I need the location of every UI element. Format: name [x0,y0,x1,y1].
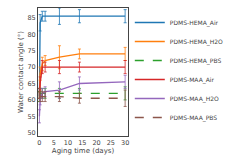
svg-text:5: 5 [52,139,56,147]
svg-text:60: 60 [27,96,35,104]
svg-text:Aging time (days): Aging time (days) [52,147,115,155]
svg-text:70: 70 [27,63,35,71]
svg-text:Water contact angle (°): Water contact angle (°) [17,31,25,113]
svg-text:65: 65 [27,80,35,88]
svg-text:50: 50 [27,129,35,137]
svg-text:PDMS-MAA_PBS: PDMS-MAA_PBS [170,114,218,122]
svg-text:0: 0 [37,139,41,147]
svg-text:85: 85 [27,14,35,22]
svg-text:80: 80 [27,31,35,39]
svg-text:PDMS-HEMA_H2O: PDMS-HEMA_H2O [170,38,223,46]
svg-text:25: 25 [107,139,115,147]
svg-text:PDMS-HEMA_Air: PDMS-HEMA_Air [170,19,219,27]
svg-text:30: 30 [121,139,129,147]
svg-text:PDMS-MAA_Air: PDMS-MAA_Air [170,76,215,84]
svg-text:75: 75 [27,47,35,55]
svg-text:15: 15 [78,139,86,147]
svg-text:PDMS-MAA_H2O: PDMS-MAA_H2O [170,95,219,103]
svg-text:PDMS-HEMA_PBS: PDMS-HEMA_PBS [170,57,222,65]
svg-text:20: 20 [92,139,100,147]
svg-text:55: 55 [27,113,35,121]
svg-text:10: 10 [64,139,72,147]
